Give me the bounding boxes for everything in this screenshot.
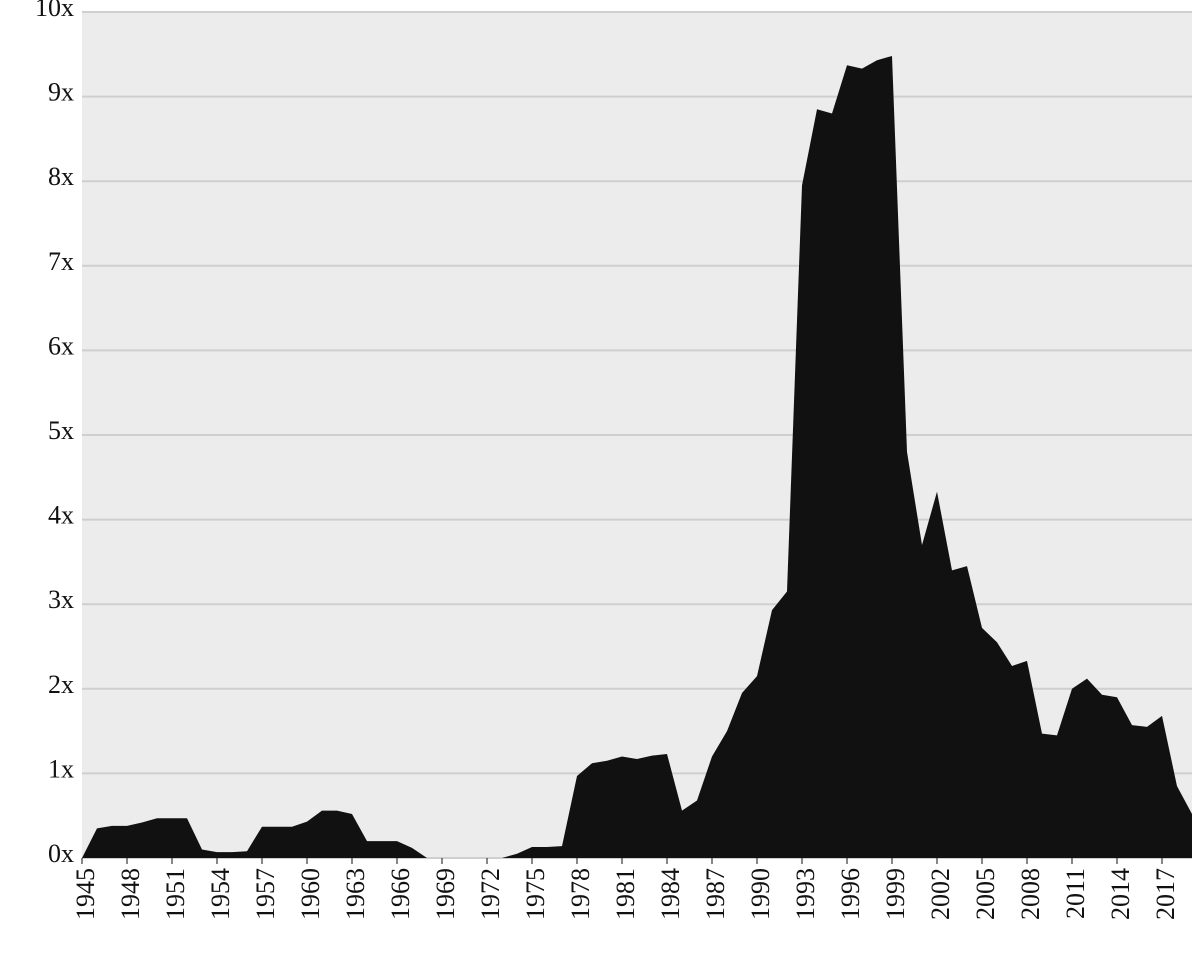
y-tick-label: 7x <box>48 247 74 276</box>
y-tick-label: 0x <box>48 839 74 868</box>
y-tick-label: 3x <box>48 585 74 614</box>
x-tick-label: 1957 <box>251 868 280 920</box>
x-tick-label: 1966 <box>386 868 415 920</box>
y-tick-label: 5x <box>48 416 74 445</box>
x-tick-label: 1990 <box>746 868 775 920</box>
x-tick-label: 1999 <box>881 868 910 920</box>
x-tick-label: 1996 <box>836 868 865 920</box>
y-tick-label: 2x <box>48 670 74 699</box>
x-tick-label: 1978 <box>566 868 595 920</box>
y-tick-label: 9x <box>48 78 74 107</box>
x-tick-label: 1954 <box>206 868 235 920</box>
x-tick-label: 1975 <box>521 868 550 920</box>
x-tick-label: 1993 <box>791 868 820 920</box>
x-tick-label: 1972 <box>476 868 505 920</box>
y-tick-label: 10x <box>35 0 74 22</box>
y-tick-label: 4x <box>48 501 74 530</box>
x-tick-label: 1963 <box>341 868 370 920</box>
x-tick-label: 1984 <box>656 868 685 920</box>
y-tick-label: 8x <box>48 162 74 191</box>
area <box>82 55 1192 858</box>
x-tick-label: 2011 <box>1061 868 1090 919</box>
x-tick-label: 1987 <box>701 868 730 920</box>
x-tick-label: 1960 <box>296 868 325 920</box>
x-tick-label: 2005 <box>971 868 1000 920</box>
x-tick-label: 2008 <box>1016 868 1045 920</box>
x-tick-label: 1948 <box>116 868 145 920</box>
x-tick-label: 1951 <box>161 868 190 920</box>
x-tick-label: 2014 <box>1106 868 1135 920</box>
y-tick-label: 1x <box>48 754 74 783</box>
x-tick-label: 1981 <box>611 868 640 920</box>
x-tick-label: 1945 <box>71 868 100 920</box>
y-tick-label: 6x <box>48 331 74 360</box>
x-tick-label: 2017 <box>1151 868 1180 920</box>
x-tick-label: 1969 <box>431 868 460 920</box>
x-tick-label: 2002 <box>926 868 955 920</box>
